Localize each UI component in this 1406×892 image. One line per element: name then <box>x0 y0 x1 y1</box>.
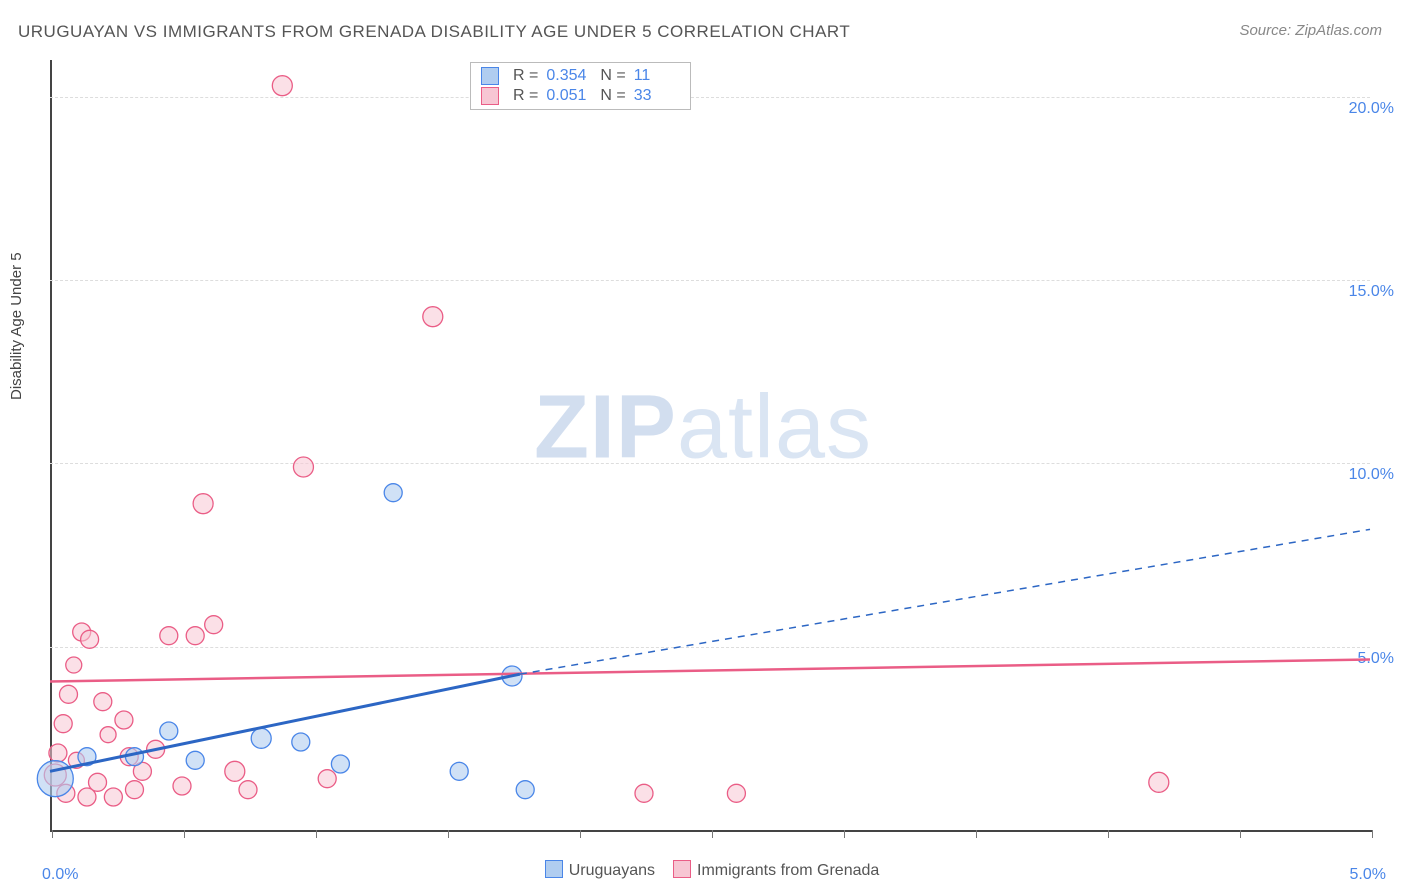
x-tick <box>448 830 449 838</box>
point-blue <box>450 762 468 780</box>
blue-swatch-icon <box>545 860 563 878</box>
n-label: N = <box>600 87 625 105</box>
x-tick <box>1372 830 1373 838</box>
point-pink <box>423 307 443 327</box>
chart-title: URUGUAYAN VS IMMIGRANTS FROM GRENADA DIS… <box>18 22 850 42</box>
point-pink <box>81 630 99 648</box>
stat-legend: R = 0.354 N = 11 R = 0.051 N = 33 <box>470 62 691 110</box>
point-pink <box>318 770 336 788</box>
source-attribution: Source: ZipAtlas.com <box>1239 22 1382 39</box>
chart-svg <box>50 60 1370 830</box>
stat-legend-row: R = 0.051 N = 33 <box>481 87 680 105</box>
r-label: R = <box>513 87 538 105</box>
point-pink <box>125 781 143 799</box>
point-pink <box>173 777 191 795</box>
point-pink <box>225 761 245 781</box>
point-pink <box>100 727 116 743</box>
point-pink <box>89 773 107 791</box>
r-label: R = <box>513 67 538 85</box>
point-pink <box>160 627 178 645</box>
x-tick <box>52 830 53 838</box>
x-tick <box>1240 830 1241 838</box>
point-pink <box>104 788 122 806</box>
point-pink <box>54 715 72 733</box>
point-blue <box>186 751 204 769</box>
x-tick <box>712 830 713 838</box>
x-tick <box>316 830 317 838</box>
point-blue <box>384 484 402 502</box>
r-value: 0.354 <box>546 67 592 85</box>
point-pink <box>272 76 292 96</box>
point-pink <box>115 711 133 729</box>
point-pink <box>205 616 223 634</box>
point-pink <box>727 784 745 802</box>
point-pink <box>94 693 112 711</box>
point-pink <box>186 627 204 645</box>
point-pink <box>239 781 257 799</box>
r-value: 0.051 <box>546 87 592 105</box>
x-tick <box>580 830 581 838</box>
point-pink <box>59 685 77 703</box>
x-tick <box>1108 830 1109 838</box>
point-blue <box>251 728 271 748</box>
point-blue <box>331 755 349 773</box>
pink-swatch-icon <box>673 860 691 878</box>
legend-label: Immigrants from Grenada <box>697 862 879 879</box>
legend-label: Uruguayans <box>569 862 655 879</box>
blue-swatch-icon <box>481 67 499 85</box>
point-pink <box>193 494 213 514</box>
point-pink <box>66 657 82 673</box>
pink-swatch-icon <box>481 87 499 105</box>
point-pink <box>293 457 313 477</box>
x-tick <box>844 830 845 838</box>
y-axis-label: Disability Age Under 5 <box>8 252 25 400</box>
point-pink <box>635 784 653 802</box>
x-tick <box>184 830 185 838</box>
x-tick <box>976 830 977 838</box>
bottom-legend: Uruguayans Immigrants from Grenada <box>0 860 1406 880</box>
point-blue <box>292 733 310 751</box>
point-blue <box>160 722 178 740</box>
point-pink <box>49 744 67 762</box>
stat-legend-row: R = 0.354 N = 11 <box>481 67 680 85</box>
trend-line-blue-dashed <box>520 529 1370 674</box>
point-pink <box>1149 772 1169 792</box>
point-blue <box>516 781 534 799</box>
point-blue <box>37 761 73 797</box>
n-value: 33 <box>634 87 680 105</box>
trend-line-pink <box>50 660 1370 682</box>
n-label: N = <box>600 67 625 85</box>
n-value: 11 <box>634 67 680 85</box>
